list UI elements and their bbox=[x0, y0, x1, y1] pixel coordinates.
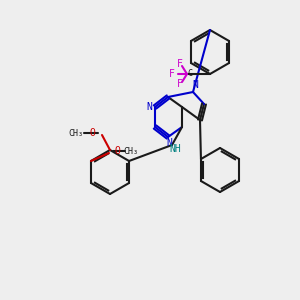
Text: N: N bbox=[166, 138, 172, 148]
Text: NH: NH bbox=[169, 144, 181, 154]
Text: CH₃: CH₃ bbox=[68, 128, 83, 137]
Text: CH₃: CH₃ bbox=[123, 146, 138, 155]
Text: F: F bbox=[169, 69, 175, 79]
Text: N: N bbox=[146, 102, 152, 112]
Text: O: O bbox=[114, 146, 120, 156]
Text: N: N bbox=[192, 80, 198, 90]
Text: F: F bbox=[177, 59, 183, 69]
Text: F: F bbox=[177, 79, 183, 89]
Text: C: C bbox=[188, 70, 193, 79]
Text: O: O bbox=[89, 128, 95, 138]
